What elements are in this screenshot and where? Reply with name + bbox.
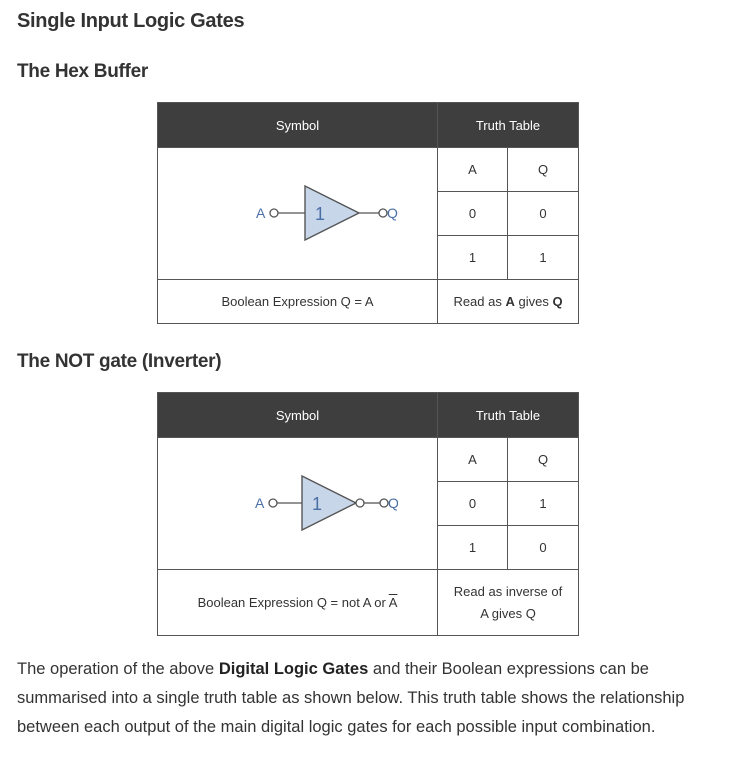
summary-paragraph: The operation of the above Digital Logic… — [17, 655, 717, 742]
buffer-col-a: A — [437, 147, 508, 192]
buffer-row1-a: 0 — [437, 191, 508, 236]
not-read-as: Read as inverse of A gives Q — [436, 569, 580, 636]
not-symbol-cell: A 1 Q — [157, 437, 438, 570]
not-row2-q: 0 — [506, 525, 580, 570]
not-heading: The NOT gate (Inverter) — [17, 351, 222, 372]
buffer-gate-symbol: A 1 Q — [256, 184, 398, 242]
not-read-line2: A gives Q — [480, 605, 536, 621]
not-gate-symbol: A 1 Q — [255, 474, 399, 532]
not-expression-abar: A — [388, 594, 398, 610]
buffer-row2-q: 1 — [506, 235, 580, 280]
buffer-input-label: A — [256, 205, 266, 221]
page-title: Single Input Logic Gates — [17, 10, 245, 32]
buffer-gate-label: 1 — [315, 204, 325, 224]
not-inversion-bubble — [354, 498, 365, 508]
not-table: Symbol Truth Table A 1 Q A Q 0 1 1 0 Boo… — [157, 392, 580, 636]
not-col-a: A — [437, 437, 508, 482]
buffer-input-terminal — [268, 208, 279, 218]
not-row1-a: 0 — [437, 481, 508, 526]
buffer-row2-a: 1 — [437, 235, 508, 280]
summary-text-2: and their Boolean expressions can be sum… — [17, 660, 685, 736]
not-truth-header: Truth Table — [436, 392, 580, 438]
not-symbol-header: Symbol — [157, 392, 438, 438]
not-input-label: A — [255, 495, 265, 511]
digital-logic-gates-link[interactable]: Digital Logic Gates — [218, 660, 369, 678]
buffer-read-mid: gives — [514, 294, 553, 309]
summary-text-1: The operation of the above — [17, 660, 219, 678]
buffer-read-prefix: Read as — [453, 294, 506, 309]
buffer-symbol-header: Symbol — [157, 102, 438, 148]
not-read-line1: Read as inverse of — [453, 583, 563, 599]
buffer-table: Symbol Truth Table A 1 Q A Q 0 0 1 1 Boo… — [157, 102, 580, 324]
buffer-read-q: Q — [552, 294, 563, 309]
not-col-q: Q — [506, 437, 580, 482]
buffer-heading: The Hex Buffer — [17, 61, 148, 82]
not-triangle — [300, 474, 358, 532]
not-expression: Boolean Expression Q = not A or A — [157, 569, 438, 636]
not-expression-prefix: Boolean Expression Q = not A or — [197, 594, 389, 610]
not-input-terminal — [267, 498, 278, 508]
not-gate-label: 1 — [312, 494, 322, 514]
buffer-expression: Boolean Expression Q = A — [157, 279, 438, 324]
not-output-terminal — [378, 498, 389, 508]
buffer-output-terminal — [377, 208, 388, 218]
buffer-output-label: Q — [387, 205, 398, 221]
not-row1-q: 1 — [506, 481, 580, 526]
buffer-triangle — [303, 184, 361, 242]
buffer-col-q: Q — [506, 147, 580, 192]
not-row2-a: 1 — [437, 525, 508, 570]
buffer-read-a: A — [505, 294, 515, 309]
not-output-label: Q — [388, 495, 398, 511]
buffer-symbol-cell: A 1 Q — [157, 147, 438, 280]
buffer-row1-q: 0 — [506, 191, 580, 236]
buffer-read-as: Read as A gives Q — [436, 279, 580, 324]
buffer-truth-header: Truth Table — [436, 102, 580, 148]
